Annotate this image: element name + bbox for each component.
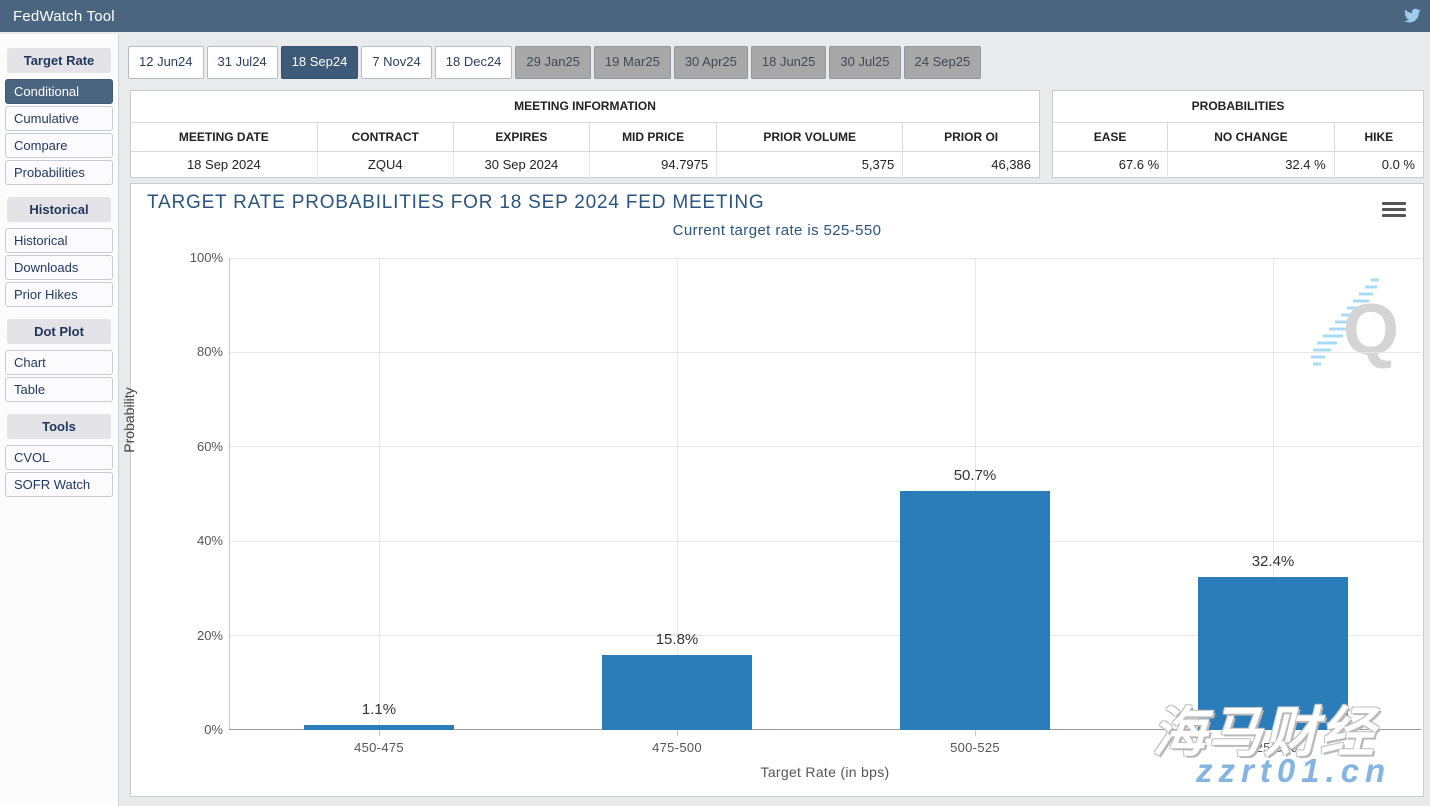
chart-menu-icon[interactable] (1382, 202, 1406, 219)
tab-30-jul25[interactable]: 30 Jul25 (829, 46, 901, 79)
prior-volume-value: 5,375 (716, 151, 904, 178)
top-bar: FedWatch Tool (0, 0, 1430, 32)
y-tick-label: 0% (204, 722, 223, 737)
sidebar-item-prior-hikes[interactable]: Prior Hikes (5, 282, 113, 307)
gridline-horizontal (230, 635, 1421, 637)
tab-19-mar25[interactable]: 19 Mar25 (593, 46, 671, 79)
hike-value: 0.0 % (1381, 157, 1415, 172)
mid-price-value: 94.7975 (589, 151, 718, 178)
sidebar-item-historical[interactable]: Historical (5, 228, 113, 253)
gridline-vertical (676, 258, 678, 729)
tab-18-jun25[interactable]: 18 Jun25 (750, 46, 827, 79)
contract-value: ZQU4 (317, 151, 454, 178)
sidebar-item-probabilities[interactable]: Probabilities (5, 160, 113, 185)
tab-7-nov24[interactable]: 7 Nov24 (361, 46, 432, 79)
sidebar-header-tools: Tools (7, 414, 111, 439)
sidebar: Target Rate Conditional Cumulative Compare P… (0, 34, 119, 806)
bar-525-550[interactable] (1198, 577, 1348, 730)
no-change-value: 32.4 % (1167, 151, 1335, 178)
y-tick-label: 40% (196, 533, 223, 549)
bar-450-475[interactable] (304, 724, 454, 730)
sidebar-item-downloads[interactable]: Downloads (5, 255, 113, 280)
probabilities-value-row: 67.6 % 32.4 % 0.0 % (1053, 151, 1423, 178)
col-hike: HIKE (1334, 123, 1423, 152)
sidebar-header-dot-plot: Dot Plot (7, 319, 111, 344)
y-tick-label: 20% (196, 627, 223, 643)
watermark-brand-url: zzrt01.cn (1196, 752, 1392, 789)
ease-value: 67.6 % (1053, 151, 1169, 178)
bar-data-label: 15.8% (655, 631, 699, 649)
x-tick-mark (974, 730, 976, 736)
sidebar-header-target-rate: Target Rate (7, 48, 111, 73)
col-ease: EASE (1053, 123, 1169, 152)
col-contract: CONTRACT (317, 123, 454, 152)
col-prior-volume: PRIOR VOLUME (716, 123, 904, 152)
meeting-date-tabs: 12 Jun24 31 Jul24 18 Sep24 7 Nov24 18 Dec24 2… (128, 46, 982, 79)
meeting-information-title: MEETING INFORMATION (131, 91, 1039, 123)
sidebar-item-conditional[interactable]: Conditional (5, 79, 113, 104)
y-axis-title: Probability (121, 387, 137, 453)
tab-24-sep25[interactable]: 24 Sep25 (903, 46, 982, 79)
meeting-information-value-row: 18 Sep 2024 ZQU4 30 Sep 2024 94.7975 5,3… (131, 151, 1039, 178)
twitter-icon[interactable] (1402, 7, 1422, 25)
gridline-horizontal (230, 257, 1421, 259)
col-expires: EXPIRES (453, 123, 591, 152)
sidebar-item-cumulative[interactable]: Cumulative (5, 106, 113, 131)
y-tick-label: 80% (196, 344, 223, 360)
expires-value: 30 Sep 2024 (453, 151, 591, 178)
sidebar-item-table[interactable]: Table (5, 377, 113, 402)
col-mid-price: MID PRICE (589, 123, 718, 152)
meeting-information-header-row: MEETING DATE CONTRACT EXPIRES MID PRICE … (131, 123, 1039, 152)
gridline-horizontal (230, 446, 1421, 448)
col-meeting-date: MEETING DATE (131, 123, 318, 152)
probabilities-table: PROBABILITIES EASE NO CHANGE HIKE 67.6 %… (1052, 90, 1424, 178)
sidebar-header-historical: Historical (7, 197, 111, 222)
col-prior-oi: PRIOR OI (902, 123, 1039, 152)
x-tick-mark (676, 730, 678, 736)
bar-500-525[interactable] (900, 490, 1050, 730)
x-axis-title: Target Rate (in bps) (760, 764, 890, 780)
probabilities-title: PROBABILITIES (1053, 91, 1423, 123)
tab-18-dec24[interactable]: 18 Dec24 (434, 46, 513, 79)
chart-title: TARGET RATE PROBABILITIES FOR 18 SEP 202… (147, 192, 765, 213)
tab-31-jul24[interactable]: 31 Jul24 (206, 46, 278, 79)
x-tick-mark (378, 730, 380, 736)
bar-data-label: 32.4% (1251, 553, 1295, 571)
tab-18-sep24[interactable]: 18 Sep24 (280, 46, 359, 79)
prior-oi-value: 46,386 (991, 157, 1031, 172)
tab-30-apr25[interactable]: 30 Apr25 (673, 46, 748, 79)
gridline-horizontal (230, 351, 1421, 353)
meeting-date-value: 18 Sep 2024 (131, 151, 318, 178)
chart-subtitle: Current target rate is 525-550 (672, 222, 882, 239)
sidebar-item-sofr-watch[interactable]: SOFR Watch (5, 472, 113, 497)
app-title: FedWatch Tool (13, 7, 115, 25)
tab-12-jun24[interactable]: 12 Jun24 (128, 46, 204, 79)
target-rate-chart-panel: TARGET RATE PROBABILITIES FOR 18 SEP 202… (121, 183, 1424, 797)
quikstrike-logo-watermark: Q (1311, 278, 1399, 370)
probabilities-header-row: EASE NO CHANGE HIKE (1053, 123, 1423, 152)
svg-text:Q: Q (1343, 290, 1399, 370)
sidebar-item-chart[interactable]: Chart (5, 350, 113, 375)
col-no-change: NO CHANGE (1167, 123, 1335, 152)
gridline-horizontal (230, 540, 1421, 542)
x-category-label: 450-475 (354, 740, 404, 755)
tab-29-jan25[interactable]: 29 Jan25 (515, 46, 591, 79)
chart-plot-area: 0% 20% 40% 60% 80% 100% 1.1% 450-475 15.8% 475-50… (190, 250, 1421, 755)
sidebar-item-compare[interactable]: Compare (5, 133, 113, 158)
y-tick-label: 60% (196, 438, 223, 454)
x-category-label: 500-525 (950, 740, 1000, 755)
x-tick-mark (1272, 730, 1274, 736)
gridline-vertical (1272, 258, 1274, 729)
x-category-label: 475-500 (652, 740, 702, 755)
gridline-vertical (378, 258, 380, 729)
bar-data-label: 50.7% (953, 466, 997, 484)
y-tick-label: 100% (189, 250, 223, 265)
bar-475-500[interactable] (602, 655, 752, 730)
x-category-label: 525-550 (1248, 740, 1298, 755)
watermark-brand-cn: 海马财经 (1152, 703, 1376, 763)
sidebar-item-cvol[interactable]: CVOL (5, 445, 113, 470)
bar-data-label: 1.1% (361, 700, 397, 718)
meeting-information-table: MEETING INFORMATION MEETING DATE CONTRAC… (130, 90, 1040, 178)
